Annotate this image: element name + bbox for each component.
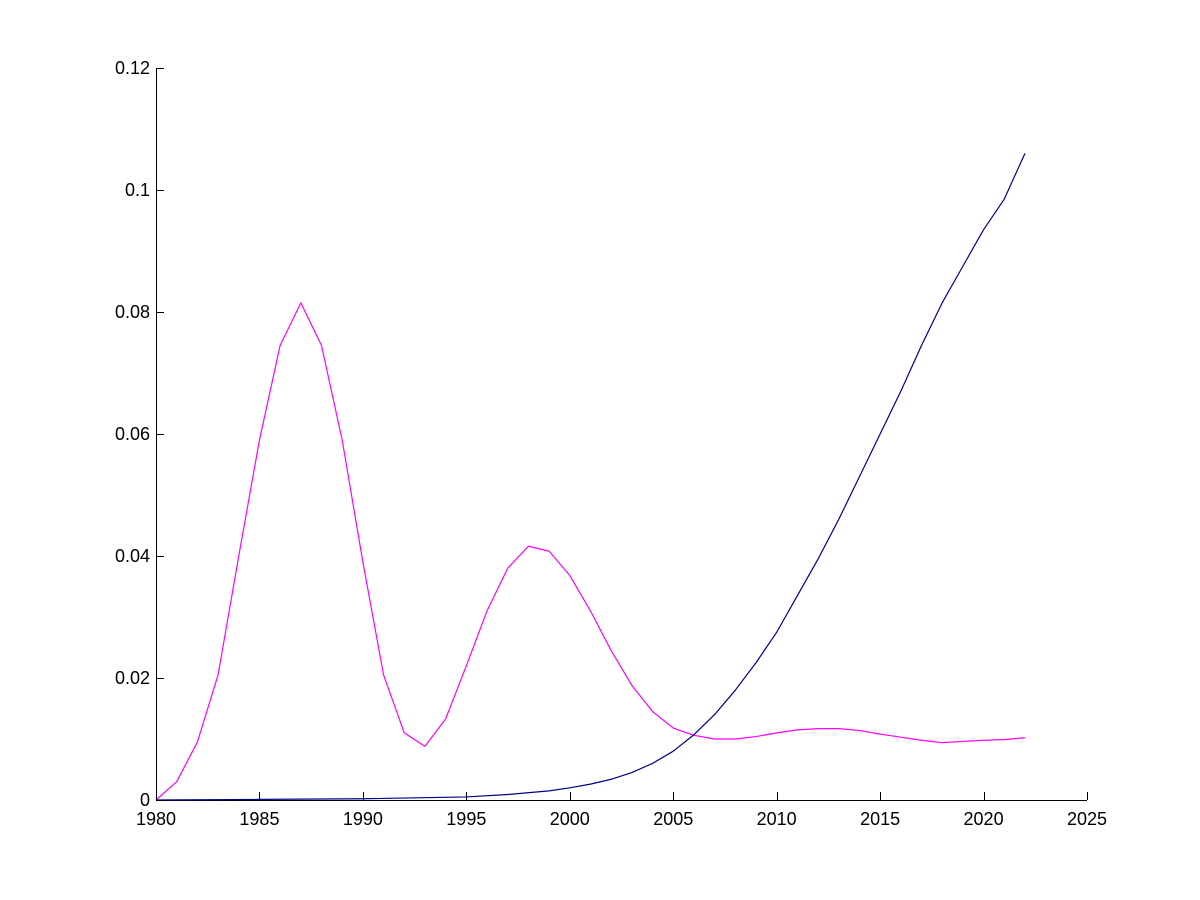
series-line-2 [155, 153, 1026, 801]
x-tick-label: 2010 [757, 809, 797, 829]
y-tick-label: 0.12 [115, 58, 150, 78]
x-tick-label: 1990 [343, 809, 383, 829]
series-layer [155, 153, 1026, 801]
y-tick-label: 0.08 [115, 302, 150, 322]
x-tick-label: 1985 [239, 809, 279, 829]
y-axis-ticks: 0 0.02 0.04 0.06 0.08 0.1 0.12 [115, 58, 164, 810]
x-tick-label: 1980 [136, 809, 176, 829]
x-tick-label: 2000 [550, 809, 590, 829]
x-tick-label: 1995 [446, 809, 486, 829]
y-tick-label: 0.02 [115, 668, 150, 688]
x-tick-label: 2015 [860, 809, 900, 829]
y-tick-label: 0.04 [115, 546, 150, 566]
plot-area: 1980 1985 1990 1995 2000 2005 2010 2015 2020 2025… [115, 58, 1107, 829]
x-axis-ticks: 1980 1985 1990 1995 2000 2005 2010 2015 2020 2025 [136, 792, 1107, 829]
x-tick-label: 2025 [1067, 809, 1107, 829]
series-line-1 [155, 302, 1025, 801]
x-tick-label: 2005 [653, 809, 693, 829]
y-tick-label: 0 [140, 790, 150, 810]
y-tick-label: 0.1 [125, 180, 150, 200]
y-tick-label: 0.06 [115, 424, 150, 444]
x-tick-label: 2020 [964, 809, 1004, 829]
